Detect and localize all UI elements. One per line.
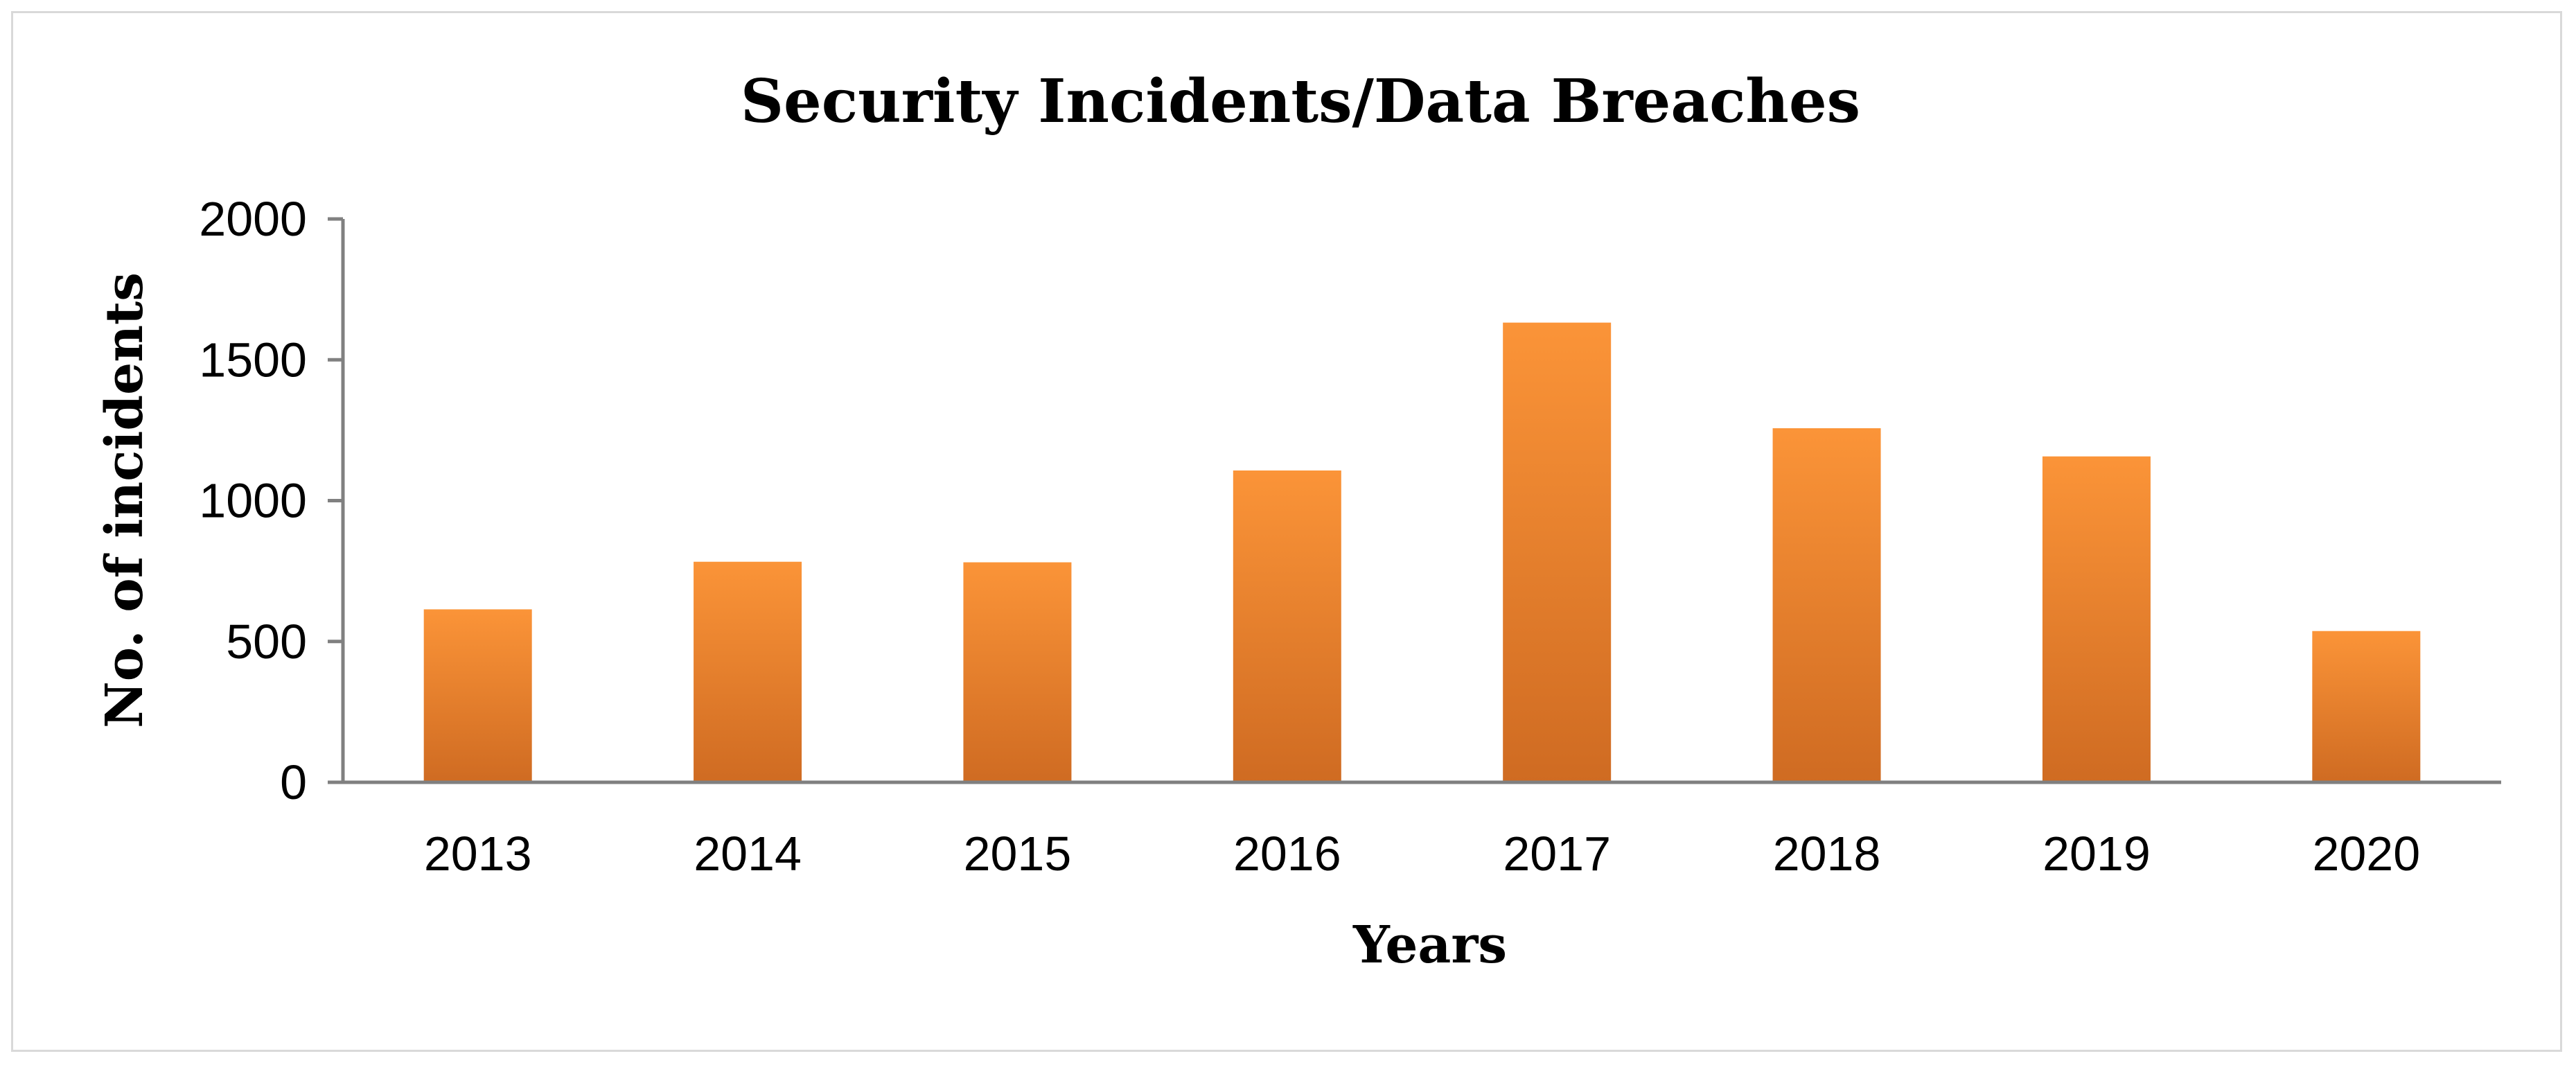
bar-2016 [1233, 470, 1341, 782]
bar-2013 [423, 609, 532, 782]
bar-2017 [1503, 322, 1612, 782]
x-tick-label: 2015 [964, 827, 1072, 881]
bar-2014 [694, 561, 802, 782]
x-tick-label: 2018 [1773, 827, 1881, 881]
x-tick-label: 2014 [694, 827, 802, 881]
x-tick-label: 2013 [424, 827, 532, 881]
x-axis-title: Years [1352, 915, 1507, 975]
bar-2019 [2042, 456, 2151, 782]
x-tick-label: 2017 [1503, 827, 1611, 881]
bars [423, 322, 2421, 782]
y-tick-label: 1500 [199, 333, 307, 387]
y-axis-title: No. of incidents [95, 272, 155, 728]
bar-2020 [2312, 631, 2421, 782]
x-axis-ticks: 2013 2014 2015 2016 2017 2018 2019 2020 [424, 827, 2420, 881]
chart-title: Security Incidents/Data Breaches [741, 67, 1860, 137]
bar-2015 [963, 562, 1072, 782]
y-tick-label: 500 [226, 615, 307, 669]
y-tick-label: 2000 [199, 192, 307, 246]
y-tick-label: 1000 [199, 474, 307, 528]
x-tick-label: 2016 [1233, 827, 1341, 881]
x-tick-label: 2019 [2043, 827, 2151, 881]
y-tick-label: 0 [280, 755, 307, 809]
y-axis-ticks: 0 500 1000 1500 2000 [199, 192, 343, 809]
x-tick-label: 2020 [2312, 827, 2420, 881]
bar-2018 [1772, 428, 1881, 782]
